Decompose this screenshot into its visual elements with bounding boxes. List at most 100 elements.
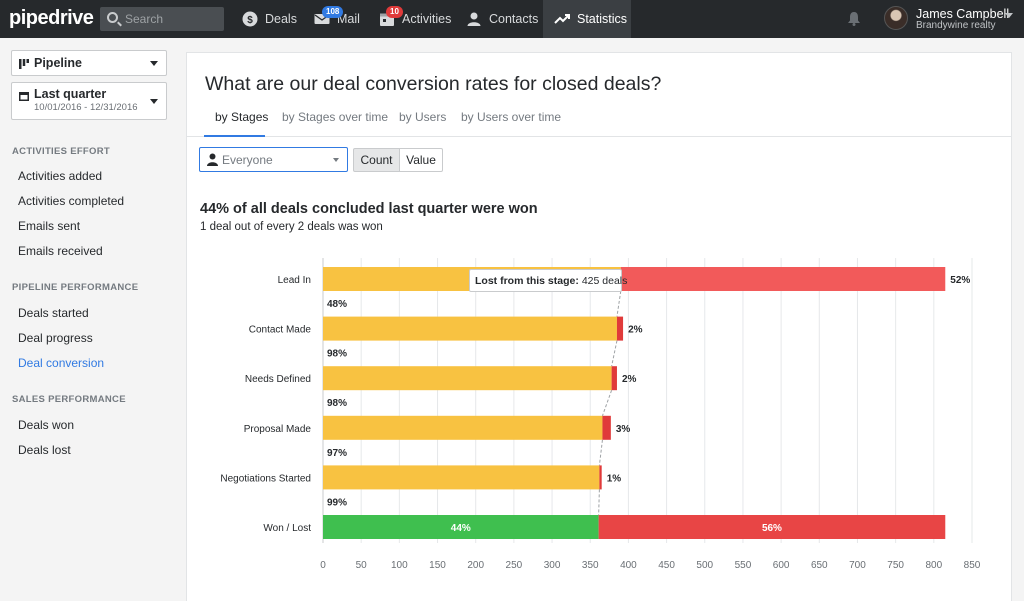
x-tick-label: 600 [773,560,790,571]
x-tick-label: 450 [658,560,675,571]
pipeline-select[interactable]: Pipeline [11,50,167,76]
lost-stage-bar [599,465,602,490]
person-icon [467,12,481,26]
app-logo[interactable]: pipedrive [9,7,94,29]
tooltip-label: Lost from this stage: [475,274,579,287]
lost-stage-bar [616,316,624,341]
x-tick-label: 300 [544,560,561,571]
lost-percent-label: 2% [622,374,637,385]
search-icon [107,12,118,23]
sidebar-item-emails-received[interactable]: Emails received [18,244,103,258]
converted-bar [323,366,612,391]
tab-by-users-over-time[interactable]: by Users over time [461,110,562,124]
x-tick-label: 150 [429,560,446,571]
lost-bar [598,515,946,539]
activities-count-badge: 10 [386,6,403,18]
funnel-connector-line [598,489,600,516]
x-tick-label: 700 [849,560,866,571]
funnel-connector-line [616,290,622,317]
mail-count-badge: 108 [322,6,344,18]
user-filter-value: Everyone [222,153,273,167]
pipeline-select-label: Pipeline [34,56,82,70]
user-name[interactable]: James Campbell [916,7,1010,21]
sidebar-item-activities-added[interactable]: Activities added [18,169,103,183]
x-tick-label: 400 [620,560,637,571]
converted-bar [323,415,603,440]
x-tick-label: 800 [925,560,942,571]
section-heading-sales-performance: SALES PERFORMANCE [12,394,126,405]
nav-activities-label: Activities [402,12,452,26]
x-tick-label: 750 [887,560,904,571]
nav-mail[interactable]: Mail 108 [305,0,371,38]
nav-mail-label: Mail [337,12,360,26]
x-tick-label: 550 [735,560,752,571]
user-filter-select[interactable]: Everyone [199,147,348,172]
sidebar-item-deals-lost[interactable]: Deals lost [18,443,71,457]
x-tick-label: 250 [506,560,523,571]
period-select[interactable]: Last quarter 10/01/2016 - 12/31/2016 [11,82,167,120]
category-label: Contact Made [249,325,312,336]
category-label: Proposal Made [244,424,312,435]
nav-contacts[interactable]: Contacts [457,0,543,38]
conversion-percent-label: 98% [327,349,347,360]
conversion-percent-label: 97% [327,448,347,459]
category-label: Negotiations Started [220,473,311,484]
tooltip-value: 425 deals [581,274,628,287]
lost-stage-bar [620,267,946,291]
chevron-down-icon[interactable] [1005,13,1013,18]
lost-percent-label: 3% [616,424,631,435]
conversion-chart: 0 50 100 150 200 250 300 350 400 450 500 550 600 650 7… [220,258,981,571]
nav-statistics[interactable]: Statistics [543,0,631,38]
calendar-icon [19,92,29,101]
won-bar [323,515,599,539]
tab-by-stages[interactable]: by Stages [215,110,269,124]
user-company: Brandywine realty [916,20,996,31]
report-panel: What are our deal conversion rates for c… [186,52,1012,601]
avatar[interactable] [884,6,908,30]
sidebar-item-deal-progress[interactable]: Deal progress [18,331,93,345]
lost-stage-bar [602,415,611,440]
x-tick-label: 200 [467,560,484,571]
conversion-percent-label: 48% [327,299,347,310]
category-label: Needs Defined [245,374,311,385]
search-box[interactable]: Search [100,7,224,31]
nav-activities[interactable]: Activities 10 [372,0,454,38]
lost-percent-label: 2% [628,325,643,336]
tab-by-users[interactable]: by Users [399,110,447,124]
svg-text:$: $ [247,15,253,26]
funnel-connector-line [601,390,613,416]
nav-deals[interactable]: $ Deals [232,0,302,38]
nav-contacts-label: Contacts [489,12,539,26]
sidebar-item-emails-sent[interactable]: Emails sent [18,219,81,233]
sidebar-item-deals-won[interactable]: Deals won [18,418,75,432]
chart-tooltip: Lost from this stage: 425 deals [469,269,627,292]
x-tick-label: 100 [391,560,408,571]
report-tabs: by Stages by Stages over time by Users b… [187,105,1011,137]
x-tick-label: 650 [811,560,828,571]
count-toggle-button[interactable]: Count [353,148,400,172]
chevron-down-icon [333,158,339,162]
category-label: Lead In [278,275,311,286]
sidebar-item-activities-completed[interactable]: Activities completed [18,194,125,208]
x-tick-label: 50 [356,560,368,571]
bell-icon[interactable] [847,11,861,26]
page-title: What are our deal conversion rates for c… [205,73,662,95]
converted-bar [323,316,617,341]
search-input[interactable]: Search [125,12,164,26]
sidebar-item-deals-started[interactable]: Deals started [18,306,89,320]
tab-by-stages-over-time[interactable]: by Stages over time [282,110,389,124]
nav-statistics-label: Statistics [577,12,628,26]
funnel-connector-line [598,439,603,466]
section-heading-activities-effort: ACTIVITIES EFFORT [12,146,110,157]
x-tick-label: 500 [696,560,713,571]
conversion-percent-label: 99% [327,497,347,508]
category-label: Won / Lost [263,523,311,534]
value-toggle-button[interactable]: Value [399,148,443,172]
lost-percent-label: 1% [607,473,622,484]
active-tab-indicator [204,135,265,137]
chevron-down-icon [150,61,158,66]
sidebar-item-deal-conversion[interactable]: Deal conversion [18,356,105,370]
trend-line-icon [554,14,570,24]
x-tick-label: 0 [320,560,326,571]
period-select-label: Last quarter [34,87,107,101]
